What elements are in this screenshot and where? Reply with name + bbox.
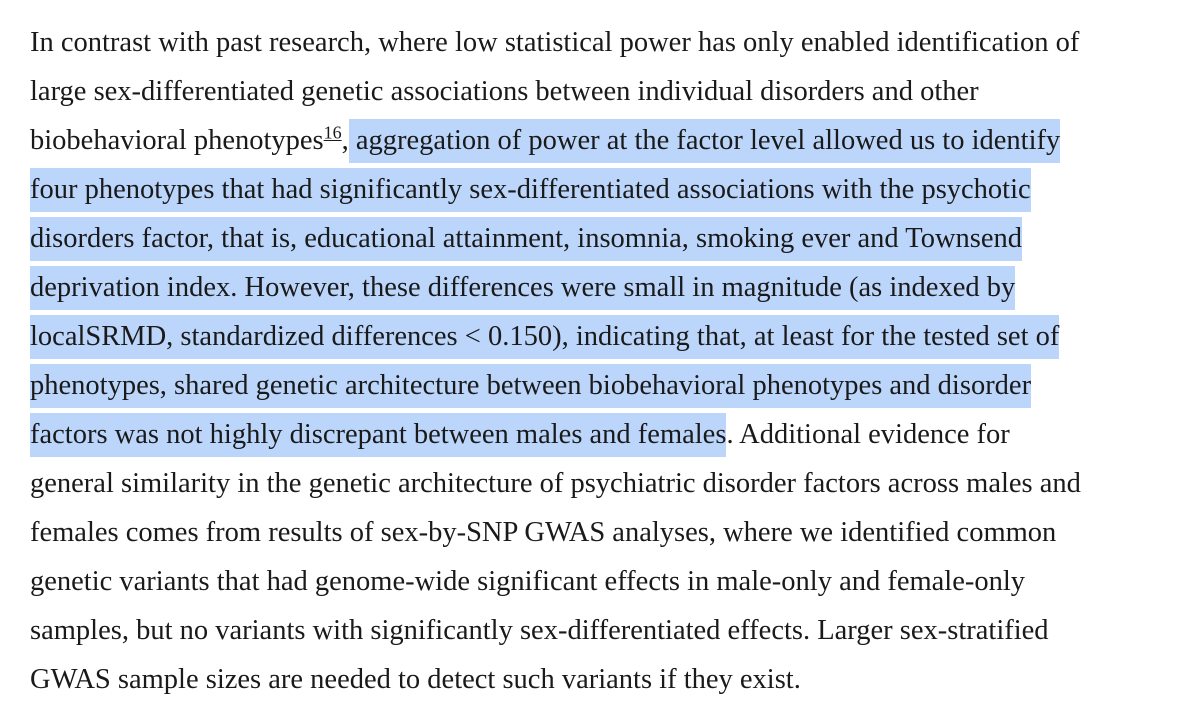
text-segment: . Additional evidence for	[726, 419, 1010, 450]
selected-text: localSRMD, standardized differences < 0.…	[30, 315, 1060, 359]
text-segment: biobehavioral phenotypes	[30, 125, 324, 156]
paragraph-line-5: disorders factor, that is, educational a…	[30, 214, 1180, 263]
paragraph-line-4: four phenotypes that had significantly s…	[30, 165, 1180, 214]
paragraph-line-8: phenotypes, shared genetic architecture …	[30, 361, 1180, 410]
text-segment: large sex-differentiated genetic associa…	[30, 76, 979, 107]
text-segment: genetic variants that had genome-wide si…	[30, 566, 1026, 597]
paragraph-line-9: factors was not highly discrepant betwee…	[30, 410, 1180, 459]
text-segment: GWAS sample sizes are needed to detect s…	[30, 664, 801, 695]
text-segment: general similarity in the genetic archit…	[30, 468, 1081, 499]
paragraph-line-14: GWAS sample sizes are needed to detect s…	[30, 655, 1180, 704]
article-paragraph: In contrast with past research, where lo…	[30, 18, 1180, 704]
text-segment: In contrast with past research, where lo…	[30, 27, 1080, 58]
paragraph-line-10: general similarity in the genetic archit…	[30, 459, 1180, 508]
selected-text: deprivation index. However, these differ…	[30, 266, 1016, 310]
text-segment: females comes from results of sex-by-SNP…	[30, 517, 1057, 548]
citation-link-16[interactable]: 16	[323, 122, 342, 143]
text-segment: samples, but no variants with significan…	[30, 615, 1049, 646]
selected-text: phenotypes, shared genetic architecture …	[30, 364, 1032, 408]
paragraph-line-1: In contrast with past research, where lo…	[30, 18, 1180, 67]
selected-text: aggregation of power at the factor level…	[348, 119, 1061, 163]
selected-text: four phenotypes that had significantly s…	[30, 168, 1031, 212]
paragraph-line-2: large sex-differentiated genetic associa…	[30, 67, 1180, 116]
paragraph-line-12: genetic variants that had genome-wide si…	[30, 557, 1180, 606]
paragraph-line-6: deprivation index. However, these differ…	[30, 263, 1180, 312]
selected-text: factors was not highly discrepant betwee…	[30, 413, 727, 457]
text-segment: ,	[341, 125, 349, 156]
selected-text: disorders factor, that is, educational a…	[30, 217, 1023, 261]
paragraph-line-11: females comes from results of sex-by-SNP…	[30, 508, 1180, 557]
paragraph-line-7: localSRMD, standardized differences < 0.…	[30, 312, 1180, 361]
paragraph-line-3: biobehavioral phenotypes16, aggregation …	[30, 116, 1180, 165]
paragraph-line-13: samples, but no variants with significan…	[30, 606, 1180, 655]
